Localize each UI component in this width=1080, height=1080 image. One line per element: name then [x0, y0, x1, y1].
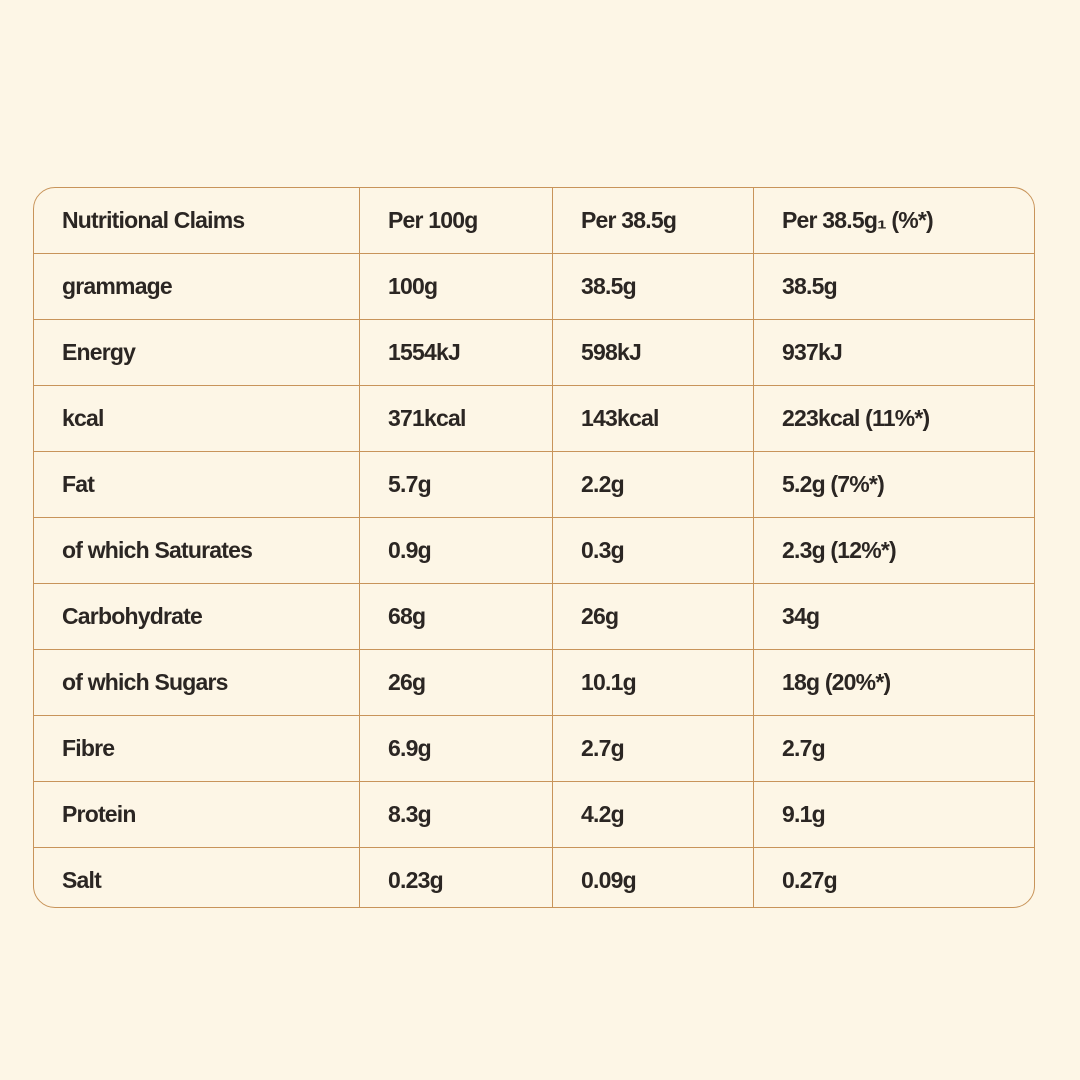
cell: Protein	[34, 782, 360, 848]
cell: Carbohydrate	[34, 584, 360, 650]
cell: 4.2g	[553, 782, 754, 848]
cell: 68g	[360, 584, 553, 650]
cell: 18g (20%*)	[754, 650, 1034, 716]
cell: 2.7g	[553, 716, 754, 782]
cell: 1554kJ	[360, 320, 553, 386]
cell: 26g	[553, 584, 754, 650]
table-row: Fat 5.7g 2.2g 5.2g (7%*)	[34, 452, 1034, 518]
cell: 5.7g	[360, 452, 553, 518]
table-frame: Nutritional Claims Per 100g Per 38.5g Per 3…	[33, 187, 1035, 908]
table-row: Salt 0.23g 0.09g 0.27g	[34, 848, 1034, 907]
cell: 143kcal	[553, 386, 754, 452]
header-cell: Per 38.5g	[553, 188, 754, 254]
table-row: Fibre 6.9g 2.7g 2.7g	[34, 716, 1034, 782]
table-row: of which Sugars 26g 10.1g 18g (20%*)	[34, 650, 1034, 716]
header-cell: Nutritional Claims	[34, 188, 360, 254]
cell: 6.9g	[360, 716, 553, 782]
cell: 8.3g	[360, 782, 553, 848]
cell: 10.1g	[553, 650, 754, 716]
cell: 5.2g (7%*)	[754, 452, 1034, 518]
cell: kcal	[34, 386, 360, 452]
cell: 223kcal (11%*)	[754, 386, 1034, 452]
cell: 0.27g	[782, 867, 838, 893]
cell: 598kJ	[553, 320, 754, 386]
header-cell: Per 38.5g₁ (%*)	[754, 188, 1034, 254]
cell: Energy	[34, 320, 360, 386]
table-row: Energy 1554kJ 598kJ 937kJ	[34, 320, 1034, 386]
cell: grammage	[34, 254, 360, 320]
cell: 9.1g	[754, 782, 1034, 848]
table-row: kcal 371kcal 143kcal 223kcal (11%*)	[34, 386, 1034, 452]
cell: 38.5g	[553, 254, 754, 320]
table-row: grammage 100g 38.5g 38.5g	[34, 254, 1034, 320]
cell: 100g	[360, 254, 553, 320]
cell: 38.5g	[754, 254, 1034, 320]
cell: 0.23g	[360, 848, 553, 907]
header-row: Nutritional Claims Per 100g Per 38.5g Per 3…	[34, 188, 1034, 254]
header-cell: Per 100g	[360, 188, 553, 254]
cell: of which Saturates	[34, 518, 360, 584]
nutrition-table: Nutritional Claims Per 100g Per 38.5g Per 3…	[34, 188, 1034, 907]
cell: of which Sugars	[34, 650, 360, 716]
cell: 0.3g	[553, 518, 754, 584]
table-row: Carbohydrate 68g 26g 34g	[34, 584, 1034, 650]
cell: Fibre	[34, 716, 360, 782]
cell: 2.7g	[754, 716, 1034, 782]
cell: 26g	[360, 650, 553, 716]
cell: 2.2g	[553, 452, 754, 518]
table-row: Protein 8.3g 4.2g 9.1g	[34, 782, 1034, 848]
cell: 0.09g	[553, 848, 754, 907]
table-row: of which Saturates 0.9g 0.3g 2.3g (12%*)	[34, 518, 1034, 584]
cell: 0.9g	[360, 518, 553, 584]
cell: Fat	[34, 452, 360, 518]
cell: 2.3g (12%*)	[754, 518, 1034, 584]
cell: Salt	[34, 848, 360, 907]
cell: 937kJ	[754, 320, 1034, 386]
cell: 34g	[754, 584, 1034, 650]
cell: 371kcal	[360, 386, 553, 452]
